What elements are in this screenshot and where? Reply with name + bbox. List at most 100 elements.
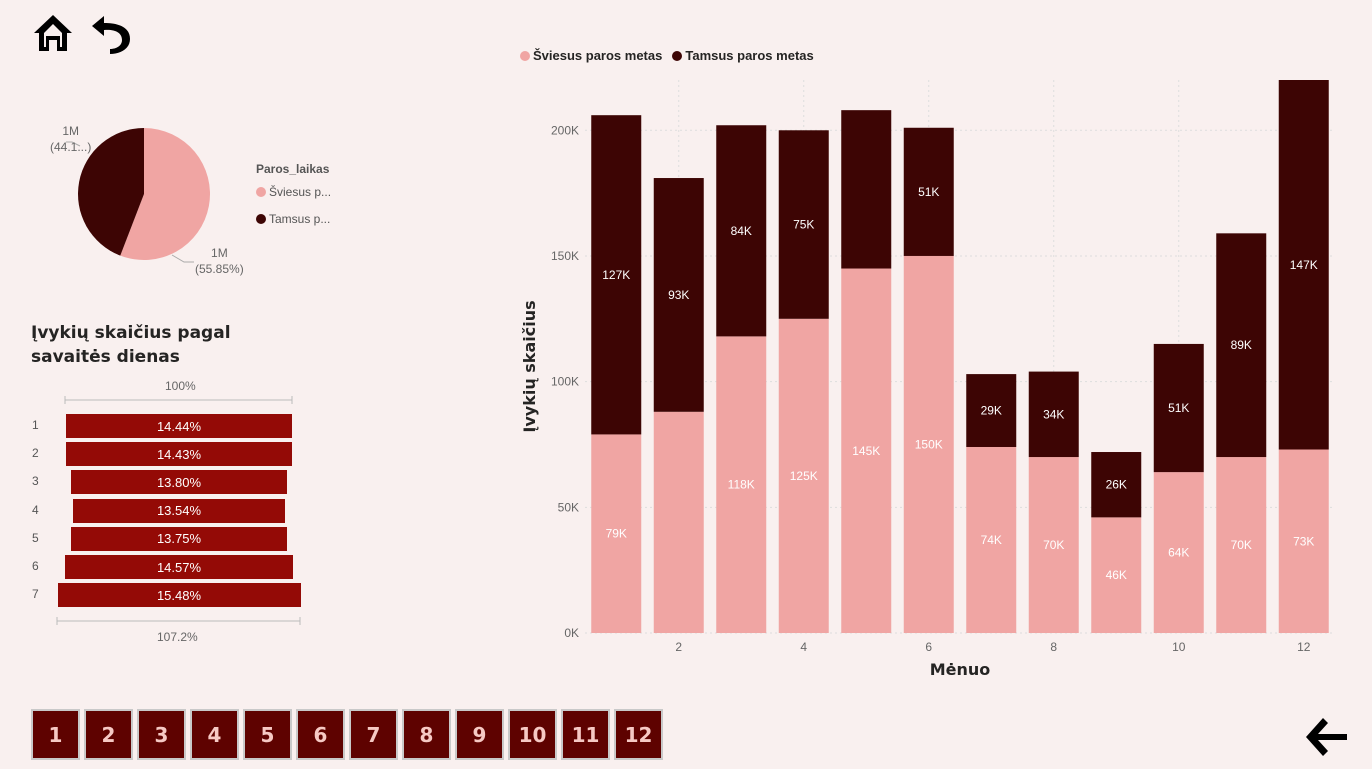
data-label-dark: 84K (731, 224, 752, 238)
pie-legend-item-dark[interactable]: Tamsus p... (256, 212, 330, 226)
bar-dark[interactable] (778, 130, 829, 319)
bar-light[interactable] (903, 255, 954, 634)
bar-light[interactable] (1153, 472, 1204, 633)
bar-dark[interactable] (966, 374, 1017, 447)
bar-dark[interactable] (716, 125, 767, 337)
y-tick-label: 50K (558, 500, 579, 514)
page-button-2[interactable]: 2 (84, 709, 133, 760)
bar-dark[interactable] (903, 127, 954, 256)
page-button-9[interactable]: 9 (455, 709, 504, 760)
y-tick-label: 200K (551, 123, 579, 137)
y-tick-label: 150K (551, 249, 579, 263)
bar-light[interactable] (1216, 457, 1267, 633)
pie-slice[interactable] (120, 128, 210, 260)
data-label-dark: 89K (1231, 338, 1252, 352)
pie-slice[interactable] (78, 128, 144, 256)
bar-dark[interactable] (1153, 343, 1204, 473)
bar-light[interactable] (716, 336, 767, 633)
funnel-bar[interactable]: 15.48% (57, 583, 301, 608)
page-button-10[interactable]: 10 (508, 709, 557, 760)
pie-legend-item-light[interactable]: Šviesus p... (256, 185, 331, 199)
funnel-bar[interactable]: 14.57% (64, 555, 294, 579)
page-button-1[interactable]: 1 (31, 709, 80, 760)
data-label-light: 64K (1168, 546, 1189, 560)
legend-dot-light (520, 50, 530, 61)
funnel-row-day: 7 (32, 587, 39, 602)
bar-light[interactable] (841, 268, 892, 633)
data-label-light: 74K (981, 533, 1002, 547)
bar-legend: Šviesus paros metas Tamsus paros metas (520, 48, 814, 63)
funnel-top-label: 100% (165, 379, 196, 393)
pie-label-light-value: 1M (211, 246, 228, 260)
funnel-bar[interactable]: 13.80% (70, 470, 288, 495)
page-button-4[interactable]: 4 (190, 709, 239, 760)
page-button-6[interactable]: 6 (296, 709, 345, 760)
pie-label-dark-value: 1M (62, 124, 80, 138)
bar-light[interactable] (778, 318, 829, 633)
data-label-dark: 51K (918, 185, 939, 199)
pie-label-light-pct: (55.85%) (195, 262, 244, 276)
bar-light[interactable] (1278, 449, 1329, 633)
bar-dark[interactable] (653, 178, 704, 412)
bar-dark[interactable] (1278, 80, 1329, 450)
funnel-row-day: 3 (32, 474, 39, 489)
page-button-12[interactable]: 12 (614, 709, 663, 760)
bar-light[interactable] (653, 411, 704, 633)
legend-dot-light (256, 187, 266, 197)
bar-dark[interactable] (1028, 371, 1079, 458)
y-axis-title: Įvykių skaičius (520, 300, 539, 432)
data-label-light: 79K (606, 527, 627, 541)
pie-legend-label-light: Šviesus p... (269, 185, 332, 199)
data-label-light: 70K (1043, 538, 1064, 552)
bar-light[interactable] (966, 446, 1017, 633)
data-label-dark: 127K (602, 268, 630, 282)
bar-light[interactable] (1028, 457, 1079, 633)
funnel-bar[interactable]: 13.54% (72, 498, 286, 523)
data-label-light: 46K (1106, 568, 1127, 582)
home-icon[interactable] (32, 12, 74, 54)
bar-dark[interactable] (1216, 233, 1267, 458)
funnel-row-day: 4 (32, 502, 39, 517)
funnel-bar[interactable]: 14.44% (65, 414, 293, 438)
page-button-8[interactable]: 8 (402, 709, 451, 760)
funnel-row-day: 5 (32, 530, 39, 545)
data-label-light: 125K (790, 469, 818, 483)
bar-light[interactable] (591, 434, 642, 633)
pie-leader-light (171, 254, 194, 263)
bar-legend-item-light[interactable]: Šviesus paros metas (520, 48, 662, 63)
pie-leader-dark (66, 141, 81, 147)
x-tick-label: 8 (1050, 640, 1057, 654)
funnel-bar[interactable]: 14.43% (65, 442, 293, 467)
x-axis-title: Mėnuo (930, 660, 991, 679)
bar-legend-label-light: Šviesus paros metas (533, 48, 663, 63)
arrow-left-icon[interactable] (1303, 714, 1349, 760)
funnel-bar[interactable]: 13.75% (71, 526, 287, 551)
page-button-11[interactable]: 11 (561, 709, 610, 760)
bar-dark[interactable] (841, 110, 892, 269)
page-button-7[interactable]: 7 (349, 709, 398, 760)
pie-label-light: 1M (55.85%) (195, 245, 244, 277)
page-button-3[interactable]: 3 (137, 709, 186, 760)
x-tick-label: 12 (1297, 640, 1311, 654)
data-label-dark: 51K (1168, 401, 1189, 415)
data-label-dark: 93K (668, 288, 689, 302)
funnel-axes (56, 396, 301, 625)
data-label-light: 73K (1293, 534, 1314, 548)
pie-label-dark-pct: (44.1...) (50, 140, 92, 154)
bar-dark[interactable] (591, 115, 642, 435)
undo-icon[interactable] (90, 12, 132, 54)
data-label-light: 150K (915, 437, 943, 451)
data-label-light: 145K (852, 444, 880, 458)
x-tick-label: 6 (925, 640, 932, 654)
data-label-dark: 34K (1043, 407, 1064, 421)
page-button-5[interactable]: 5 (243, 709, 292, 760)
funnel-row-day: 2 (32, 446, 39, 461)
bar-dark[interactable] (1091, 452, 1142, 518)
pie-chart (66, 128, 210, 263)
x-tick-label: 10 (1172, 640, 1186, 654)
x-tick-label: 2 (675, 640, 682, 654)
bar-light[interactable] (1091, 517, 1142, 633)
funnel-bottom-label: 107.2% (157, 630, 198, 644)
bar-legend-item-dark[interactable]: Tamsus paros metas (672, 48, 814, 63)
stacked-bar-chart: 0K 50K 100K 150K 200K 79K 127K 93K 118K 84K 125K 75… (520, 80, 1335, 679)
